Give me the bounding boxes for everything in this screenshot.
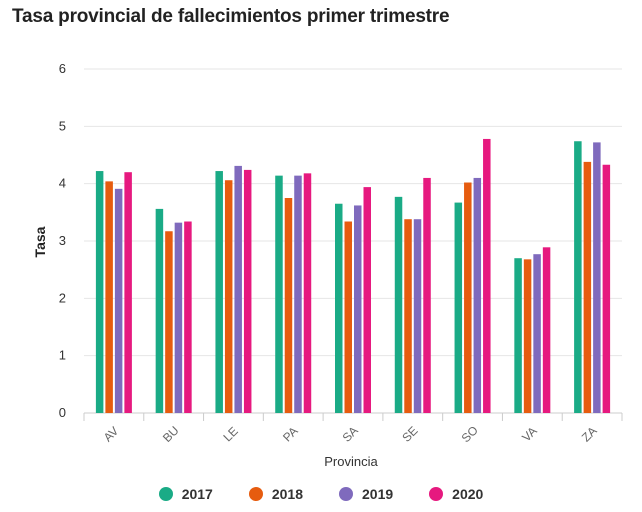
bar-PA-2019[interactable] bbox=[294, 175, 302, 413]
bar-AV-2017[interactable] bbox=[95, 171, 104, 413]
bar-SA-2020[interactable] bbox=[363, 187, 372, 413]
x-tick-label: PA bbox=[280, 424, 301, 445]
bar-VA-2020[interactable] bbox=[542, 247, 551, 413]
x-axis-title: Provincia bbox=[324, 454, 378, 469]
y-tick-label: 3 bbox=[59, 233, 66, 248]
chart-title: Tasa provincial de fallecimientos primer… bbox=[12, 6, 450, 27]
bar-ZA-2017[interactable] bbox=[574, 141, 582, 414]
bar-SO-2019[interactable] bbox=[473, 177, 482, 413]
bar-SO-2017[interactable] bbox=[454, 202, 463, 413]
bar-PA-2018[interactable] bbox=[284, 198, 293, 413]
bar-BU-2020[interactable] bbox=[184, 221, 192, 413]
x-tick-label: LE bbox=[220, 424, 240, 444]
chart-plot-area: 0 1 2 3 4 5 6 AV BU LE PA SA SE SO VA ZA Tasa Provinci… bbox=[32, 61, 623, 469]
legend-dot-icon bbox=[248, 487, 263, 501]
bar-AV-2020[interactable] bbox=[124, 172, 132, 413]
y-tick-label: 5 bbox=[59, 118, 66, 133]
bar-BU-2017[interactable] bbox=[155, 208, 164, 413]
x-tick-label: SE bbox=[399, 424, 420, 445]
legend-item-2017[interactable]: 2017 bbox=[158, 486, 213, 502]
y-tick-label: 0 bbox=[59, 405, 66, 420]
bar-SA-2017[interactable] bbox=[335, 203, 343, 413]
bar-PA-2020[interactable] bbox=[303, 173, 312, 413]
legend-label: 2019 bbox=[362, 486, 394, 502]
y-tick-label: 6 bbox=[59, 61, 66, 76]
x-tick-label: VA bbox=[519, 424, 540, 445]
y-tick-label: 2 bbox=[59, 290, 66, 305]
y-tick-label: 4 bbox=[59, 176, 66, 191]
bar-VA-2017[interactable] bbox=[514, 258, 522, 413]
x-tick-label: SO bbox=[459, 423, 481, 445]
bars bbox=[95, 138, 611, 414]
bar-SE-2019[interactable] bbox=[413, 219, 422, 413]
bar-SE-2018[interactable] bbox=[404, 219, 412, 413]
bar-LE-2018[interactable] bbox=[224, 180, 233, 413]
bar-LE-2017[interactable] bbox=[215, 171, 223, 413]
bar-SE-2020[interactable] bbox=[423, 177, 431, 413]
bar-SO-2018[interactable] bbox=[464, 182, 472, 413]
y-tick-label: 1 bbox=[59, 348, 66, 363]
legend-label: 2017 bbox=[181, 486, 213, 502]
bar-AV-2018[interactable] bbox=[105, 181, 113, 413]
bar-PA-2017[interactable] bbox=[275, 175, 283, 413]
bar-AV-2019[interactable] bbox=[114, 188, 123, 413]
legend: 2017 2018 2019 2020 bbox=[0, 486, 642, 502]
y-axis-ticks: 0 1 2 3 4 5 6 bbox=[59, 61, 66, 420]
bar-BU-2018[interactable] bbox=[165, 231, 173, 413]
bar-ZA-2019[interactable] bbox=[593, 142, 601, 414]
bar-ZA-2018[interactable] bbox=[583, 161, 592, 413]
legend-label: 2020 bbox=[452, 486, 484, 502]
y-axis-title: Tasa bbox=[32, 226, 48, 257]
bar-SA-2019[interactable] bbox=[354, 205, 362, 413]
legend-item-2019[interactable]: 2019 bbox=[339, 486, 393, 502]
bar-SA-2018[interactable] bbox=[344, 221, 353, 413]
bar-VA-2018[interactable] bbox=[523, 259, 532, 413]
bar-LE-2019[interactable] bbox=[234, 165, 242, 413]
bar-LE-2020[interactable] bbox=[243, 169, 252, 413]
legend-dot-icon bbox=[339, 487, 353, 501]
x-tick-label: BU bbox=[160, 423, 182, 445]
bar-BU-2019[interactable] bbox=[174, 222, 183, 413]
gridlines bbox=[84, 68, 622, 414]
bar-ZA-2020[interactable] bbox=[602, 164, 611, 413]
x-axis-ticks: AV BU LE PA SA SE SO VA ZA bbox=[83, 413, 623, 445]
x-tick-label: SA bbox=[340, 424, 361, 445]
legend-label: 2018 bbox=[271, 486, 303, 502]
bar-SE-2017[interactable] bbox=[394, 196, 403, 413]
legend-dot-icon bbox=[429, 487, 444, 501]
bar-VA-2019[interactable] bbox=[533, 254, 541, 413]
bar-SO-2020[interactable] bbox=[483, 138, 491, 414]
legend-item-2018[interactable]: 2018 bbox=[248, 486, 303, 502]
x-tick-label: ZA bbox=[579, 424, 600, 445]
legend-dot-icon bbox=[158, 487, 173, 501]
x-tick-label: AV bbox=[101, 424, 122, 445]
legend-item-2020[interactable]: 2020 bbox=[429, 486, 483, 502]
